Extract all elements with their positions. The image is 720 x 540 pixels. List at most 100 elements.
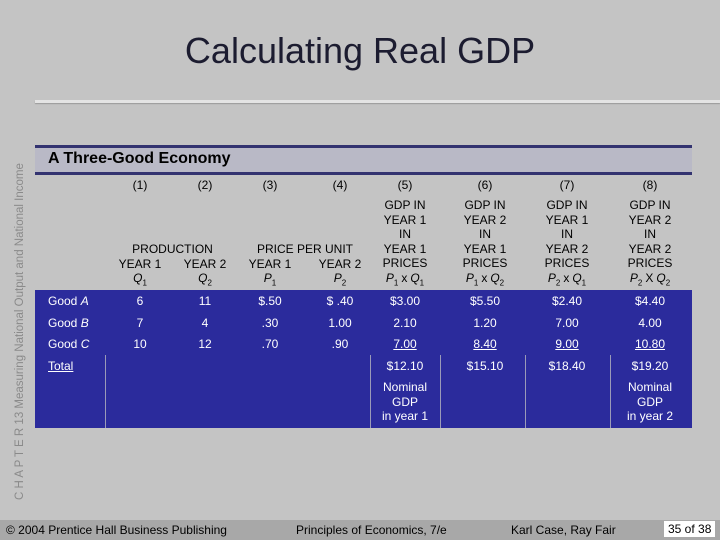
gdp-header-line: GDP IN	[464, 198, 506, 212]
table-cell: 10	[133, 337, 147, 351]
subscript: 1	[393, 278, 399, 288]
operator: x	[563, 271, 570, 285]
column-symbol: Q1	[133, 271, 147, 287]
symbol: Q	[133, 271, 143, 285]
subscript: 1	[581, 278, 587, 288]
year-label: YEAR 2	[183, 257, 227, 271]
title-rule	[35, 100, 720, 103]
gdp-formula: P2 x Q1	[548, 271, 586, 287]
row-label-text: Good	[48, 337, 78, 351]
column-number: (2)	[197, 178, 213, 192]
subscript: 1	[271, 278, 277, 288]
gdp-formula: P2 X Q2	[630, 271, 670, 287]
operator: X	[645, 271, 654, 285]
table-cell: 8.40	[473, 337, 497, 351]
column-separator	[610, 355, 611, 428]
table-cell: .70	[261, 337, 279, 351]
total-label: Total	[48, 359, 74, 373]
table-cell: 12	[198, 337, 212, 351]
subscript: 2	[207, 278, 212, 288]
table-cell: 7	[136, 315, 144, 330]
gdp-header-line: YEAR 2	[628, 212, 672, 227]
table-cell: 4	[201, 315, 209, 330]
gdp-header-line: PRICES	[627, 256, 673, 271]
symbol: P	[547, 271, 556, 285]
gdp-header-line: YEAR 1	[383, 241, 427, 256]
note-line: Nominal	[627, 380, 673, 394]
gdp-header-line: YEAR 1	[383, 212, 427, 227]
note-line: GDP	[636, 394, 664, 409]
gdp-formula: P1 x Q1	[386, 271, 424, 287]
gdp-header-line: PRICES	[382, 256, 428, 271]
gdp-header-line: GDP IN	[629, 198, 671, 212]
subscript: 1	[419, 278, 425, 288]
symbol: P	[629, 271, 638, 285]
column-number: (5)	[397, 178, 413, 192]
footer-copyright: © 2004 Prentice Hall Business Publishing	[6, 523, 227, 537]
column-symbol: P2	[334, 271, 346, 287]
symbol: Q	[656, 271, 666, 285]
side-text: C H A P T E R 13 Measuring National Outp…	[14, 163, 26, 500]
symbol: Q	[572, 271, 582, 285]
note-line: GDP	[391, 394, 419, 409]
subscript: 2	[499, 278, 505, 288]
gdp-header-line: PRICES	[544, 256, 590, 271]
gdp-header-line: IN	[399, 227, 411, 242]
group-header: PRODUCTION	[132, 242, 213, 256]
table-cell: $4.40	[634, 294, 666, 308]
gdp-header-line: IN	[479, 227, 491, 242]
symbol: Q	[490, 271, 500, 285]
operator: x	[401, 271, 408, 285]
subscript: 1	[142, 278, 147, 288]
table-cell: $2.40	[551, 294, 583, 308]
table-cell: 1.00	[328, 315, 352, 330]
table-cell: .30	[261, 315, 279, 330]
footer-authors: Karl Case, Ray Fair	[511, 523, 616, 537]
column-separator	[440, 355, 441, 428]
row-label-text: Good	[48, 315, 78, 330]
column-number: (3)	[262, 178, 278, 192]
year-label: YEAR 1	[118, 257, 162, 271]
gdp-header-line: YEAR 2	[545, 241, 589, 256]
table-title: A Three-Good Economy	[48, 150, 231, 167]
group-header: PRICE PER UNIT	[256, 242, 354, 256]
year-label: YEAR 2	[318, 257, 362, 271]
gdp-header-line: YEAR 1	[545, 212, 589, 227]
footer-page: 35 of 38	[664, 521, 716, 537]
column-symbol: Q2	[198, 271, 212, 287]
table-cell: 11	[198, 294, 212, 308]
column-number: (8)	[642, 178, 658, 192]
operator: x	[481, 271, 488, 285]
gdp-header-line: GDP IN	[546, 198, 588, 212]
note-line: in year 1	[381, 409, 429, 423]
table-body	[35, 290, 692, 428]
symbol: P	[385, 271, 394, 285]
table-cell: 9.00	[555, 337, 579, 351]
gdp-header-line: YEAR 2	[628, 241, 672, 256]
row-label-text: Good	[48, 294, 78, 308]
gdp-header-line: PRICES	[462, 256, 508, 271]
subscript: 2	[665, 278, 671, 288]
table-cell: 2.10	[393, 315, 417, 330]
symbol: P	[263, 271, 272, 285]
total-cell: $15.10	[466, 359, 504, 373]
subscript: 2	[637, 278, 643, 288]
gdp-header-line: YEAR 1	[463, 241, 507, 256]
symbol: Q	[198, 271, 208, 285]
gdp-header-line: IN	[561, 227, 573, 242]
total-cell: $18.40	[548, 359, 586, 373]
symbol: Q	[410, 271, 420, 285]
table-cell: 1.20	[473, 315, 497, 330]
symbol: P	[333, 271, 342, 285]
column-number: (4)	[332, 178, 348, 192]
gdp-formula: P1 x Q2	[466, 271, 504, 287]
table-cell: 7.00	[393, 337, 417, 351]
column-number: (6)	[477, 178, 493, 192]
row-label-letter: C	[80, 337, 90, 351]
gdp-header-line: YEAR 2	[463, 212, 507, 227]
total-cell: $19.20	[631, 359, 669, 373]
footer-band	[0, 520, 720, 540]
note-line: Nominal	[382, 380, 428, 394]
row-label-letter: B	[80, 315, 89, 330]
table-cell: 4.00	[638, 315, 662, 330]
